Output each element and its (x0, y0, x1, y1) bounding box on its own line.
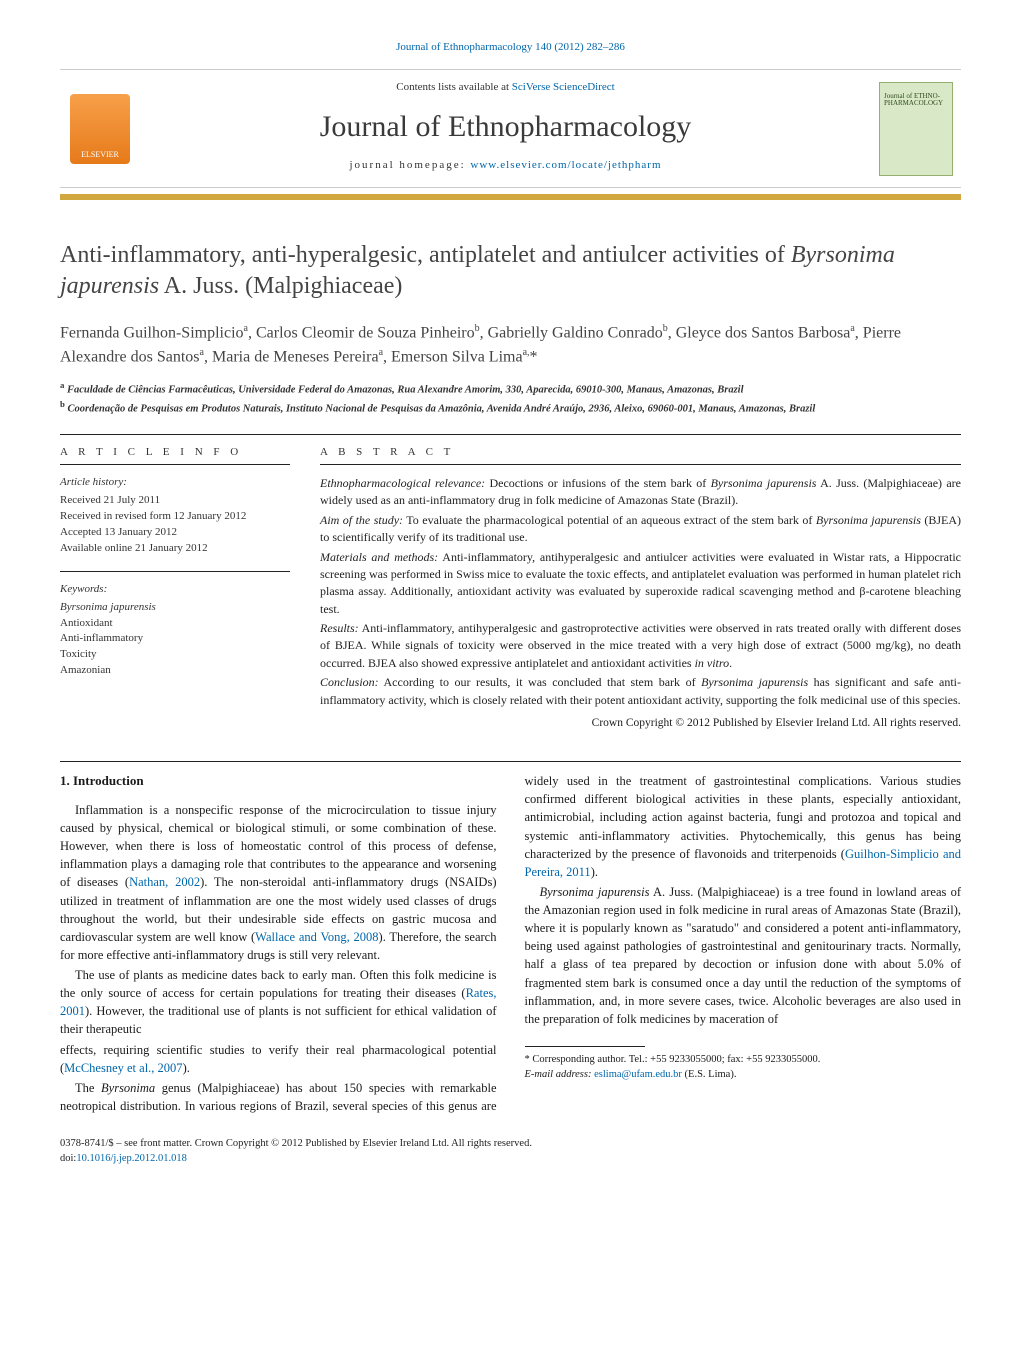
keyword: Toxicity (60, 647, 290, 663)
abstract-paragraph: Aim of the study: To evaluate the pharma… (320, 512, 961, 547)
keyword: Antioxidant (60, 616, 290, 632)
body-paragraph: effects, requiring scientific studies to… (60, 1041, 497, 1077)
corresponding-author-footnote: * Corresponding author. Tel.: +55 923305… (525, 1053, 962, 1082)
masthead-center: Contents lists available at SciVerse Sci… (140, 70, 871, 187)
journal-cover-box: Journal of ETHNO-PHARMACOLOGY (871, 70, 961, 187)
affiliation-line: a Faculdade de Ciências Farmacêuticas, U… (60, 379, 961, 398)
article-title: Anti-inflammatory, anti-hyperalgesic, an… (60, 240, 961, 302)
abstract-copyright: Crown Copyright © 2012 Published by Else… (320, 715, 961, 731)
abstract-paragraph: Ethnopharmacological relevance: Decoctio… (320, 475, 961, 510)
sciencedirect-link[interactable]: SciVerse ScienceDirect (512, 81, 615, 93)
publisher-logo-box: ELSEVIER (60, 70, 140, 187)
affiliation-line: b Coordenação de Pesquisas em Produtos N… (60, 398, 961, 417)
keyword: Byrsonima japurensis (60, 600, 290, 616)
abstract-paragraph: Results: Anti-inflammatory, antihyperalg… (320, 620, 961, 672)
info-abstract-row: A R T I C L E I N F O Article history: R… (60, 445, 961, 732)
contents-available-line: Contents lists available at SciVerse Sci… (140, 80, 871, 95)
journal-cover: Journal of ETHNO-PHARMACOLOGY (879, 82, 953, 176)
abstract-text: Ethnopharmacological relevance: Decoctio… (320, 475, 961, 709)
keyword: Amazonian (60, 663, 290, 679)
section-heading-introduction: 1. Introduction (60, 772, 497, 791)
abstract-column: A B S T R A C T Ethnopharmacological rel… (320, 445, 961, 732)
abstract-paragraph: Materials and methods: Anti-inflammatory… (320, 549, 961, 619)
article-info-column: A R T I C L E I N F O Article history: R… (60, 445, 290, 732)
keywords-block: Keywords: Byrsonima japurensisAntioxidan… (60, 582, 290, 680)
affiliations: a Faculdade de Ciências Farmacêuticas, U… (60, 379, 961, 417)
journal-homepage-link[interactable]: www.elsevier.com/locate/jethpharm (470, 159, 661, 171)
abstract-label: A B S T R A C T (320, 445, 961, 460)
history-line: Received in revised form 12 January 2012 (60, 509, 290, 525)
footnote-separator (525, 1046, 645, 1047)
rule-mid (60, 761, 961, 762)
page-footer: 0378-8741/$ – see front matter. Crown Co… (60, 1137, 961, 1166)
history-line: Received 21 July 2011 (60, 493, 290, 509)
keyword: Anti-inflammatory (60, 631, 290, 647)
abstract-paragraph: Conclusion: According to our results, it… (320, 674, 961, 709)
elsevier-logo: ELSEVIER (70, 94, 130, 164)
gold-bar (60, 194, 961, 200)
body-paragraph: Byrsonima japurensis A. Juss. (Malpighia… (525, 883, 962, 1028)
article-history: Article history: Received 21 July 2011Re… (60, 475, 290, 557)
doi-link[interactable]: 10.1016/j.jep.2012.01.018 (76, 1153, 187, 1164)
article-info-label: A R T I C L E I N F O (60, 445, 290, 460)
corresponding-email-link[interactable]: eslima@ufam.edu.br (594, 1069, 682, 1080)
body-paragraph: Inflammation is a nonspecific response o… (60, 801, 497, 964)
authors-line: Fernanda Guilhon-Simplicioa, Carlos Cleo… (60, 321, 961, 370)
masthead: ELSEVIER Contents lists available at Sci… (60, 69, 961, 188)
journal-name: Journal of Ethnopharmacology (140, 106, 871, 148)
rule-top (60, 434, 961, 435)
history-line: Available online 21 January 2012 (60, 541, 290, 557)
running-header: Journal of Ethnopharmacology 140 (2012) … (60, 40, 961, 55)
journal-homepage-line: journal homepage: www.elsevier.com/locat… (140, 158, 871, 173)
history-line: Accepted 13 January 2012 (60, 525, 290, 541)
body-columns: 1. Introduction Inflammation is a nonspe… (60, 772, 961, 1115)
body-paragraph: The use of plants as medicine dates back… (60, 966, 497, 1039)
